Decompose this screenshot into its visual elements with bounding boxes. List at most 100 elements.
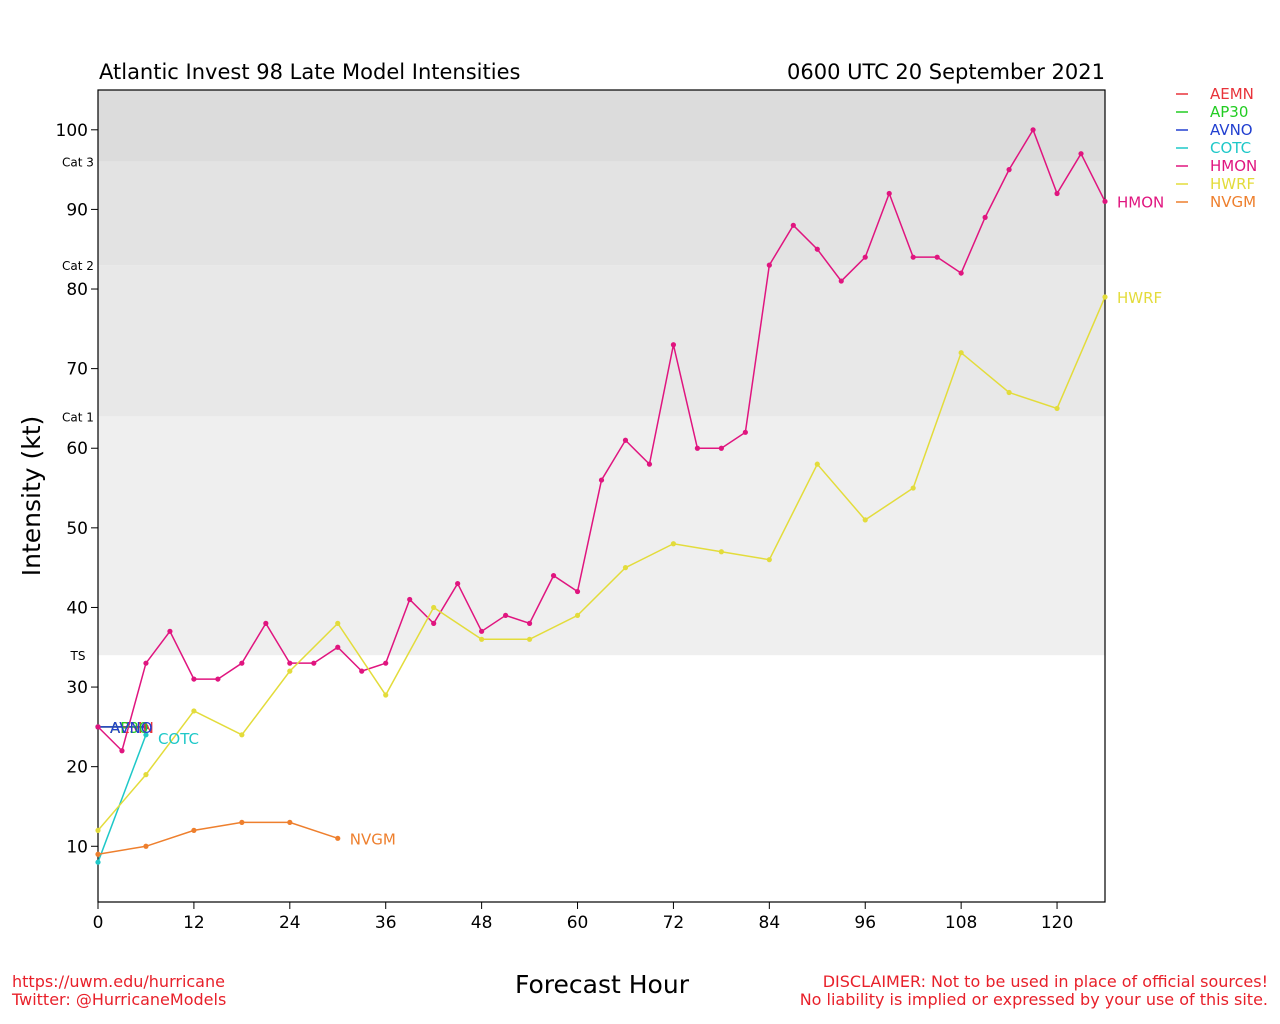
data-point-cotc [143, 732, 149, 738]
data-point-hwrf [287, 668, 293, 674]
data-point-nvgm [239, 819, 245, 825]
data-point-hmon [598, 477, 605, 483]
data-point-hmon [790, 222, 796, 228]
data-point-hwrf [479, 636, 485, 642]
y-tick-label: 20 [66, 758, 88, 778]
y-tick-label: 100 [56, 121, 88, 141]
x-tick-label: 0 [93, 913, 104, 933]
data-point-hmon [526, 620, 533, 626]
data-point-hmon [934, 254, 940, 260]
series-line-hwrf [97, 296, 1106, 831]
data-point-hmon [191, 676, 197, 682]
y-tick-label: 80 [66, 280, 88, 300]
legend-entry-nvgm: NVGM [1210, 193, 1256, 211]
data-point-hmon [1006, 167, 1012, 173]
data-point-hmon [431, 620, 437, 626]
x-tick-label: 96 [854, 913, 876, 933]
data-point-nvgm [287, 819, 293, 825]
data-point-hwrf [239, 732, 245, 738]
data-point-hmon [1030, 127, 1036, 133]
data-point-nvgm [335, 835, 341, 841]
data-point-hmon [862, 254, 868, 260]
data-point-hwrf [1102, 294, 1108, 300]
data-point-hwrf [383, 692, 389, 698]
chart-subtitle: 0600 UTC 20 September 2021 [787, 60, 1105, 84]
data-point-hwrf [622, 565, 629, 571]
data-point-hmon [239, 660, 245, 666]
series-end-label-aemn: AEMN [110, 719, 154, 737]
category-band-cat-3 [98, 90, 1105, 162]
legend-entry-hmon: HMON [1210, 157, 1257, 175]
data-point-hmon [311, 660, 317, 666]
data-point-hmon [1054, 190, 1060, 197]
data-point-hmon [766, 262, 772, 268]
y-axis-label: Intensity (kt) [17, 416, 46, 577]
data-point-hwrf [526, 636, 533, 642]
footer-disclaimer: DISCLAIMER: Not to be used in place of o… [800, 973, 1268, 1009]
data-point-hmon [455, 580, 461, 587]
data-point-hmon [646, 461, 653, 467]
data-point-nvgm [191, 827, 197, 833]
data-point-hmon [407, 596, 413, 603]
x-tick-label: 108 [945, 913, 977, 933]
legend-entry-ap30: AP30 [1210, 103, 1248, 121]
legend-entry-cotc: COTC [1210, 139, 1251, 157]
legend-entry-hwrf: HWRF [1210, 175, 1255, 193]
y-tick-label: 10 [66, 837, 88, 857]
data-point-hmon [958, 270, 964, 276]
y-tick-label: 40 [66, 598, 88, 618]
data-point-hmon [718, 445, 724, 451]
data-point-hmon [119, 748, 125, 754]
series-line-cotc [97, 734, 147, 863]
data-point-hwrf [1054, 405, 1060, 412]
data-point-hwrf [670, 541, 677, 547]
x-tick-label: 72 [663, 913, 685, 933]
chart-title: Atlantic Invest 98 Late Model Intensitie… [99, 60, 520, 84]
data-point-nvgm [95, 851, 101, 857]
data-point-hmon [694, 445, 701, 451]
category-label-cat-3: Cat 3 [62, 156, 94, 170]
data-point-hwrf [143, 772, 149, 778]
data-point-hmon [910, 254, 916, 260]
category-band-ts [98, 416, 1105, 656]
data-point-hmon [838, 278, 844, 284]
data-point-hmon [479, 628, 485, 634]
x-tick-label: 24 [279, 913, 301, 933]
x-tick-label: 60 [567, 913, 589, 933]
category-label-ts: TS [70, 649, 86, 663]
legend-entry-avno: AVNO [1210, 121, 1253, 139]
data-point-hmon [670, 342, 677, 348]
footer-twitter[interactable]: Twitter: @HurricaneModels [12, 990, 227, 1009]
data-point-hwrf [191, 708, 197, 714]
data-point-hmon [215, 676, 221, 682]
data-point-hmon [1078, 151, 1084, 157]
plot-frame [97, 89, 1106, 903]
data-point-hwrf [1006, 389, 1012, 396]
x-tick-label: 84 [759, 913, 781, 933]
footer-url[interactable]: https://uwm.edu/hurricane [12, 972, 225, 991]
data-point-hmon [143, 660, 149, 666]
data-point-hmon [359, 668, 365, 674]
series-end-label-hwrf: HWRF [1117, 289, 1162, 307]
data-point-hmon [287, 660, 293, 666]
series-end-label-avno: AVNO [110, 719, 153, 737]
legend-entry-aemn: AEMN [1210, 85, 1254, 103]
data-point-hwrf [862, 517, 868, 523]
category-band-cat-1 [98, 265, 1105, 417]
y-tick-label: 50 [66, 519, 88, 539]
data-point-hmon [263, 620, 269, 626]
data-point-hmon [622, 437, 629, 443]
data-point-hwrf [910, 485, 916, 491]
series-end-label-hmon: HMON [1117, 193, 1164, 211]
data-point-hmon [502, 612, 509, 619]
category-label-cat-1: Cat 1 [62, 410, 94, 424]
category-label-cat-2: Cat 2 [62, 259, 94, 273]
footer-credits: https://uwm.edu/hurricane Twitter: @Hurr… [12, 973, 226, 1009]
x-axis-label: Forecast Hour [515, 970, 689, 999]
data-point-nvgm [143, 843, 149, 849]
data-point-avno [143, 724, 149, 730]
data-point-hmon [335, 644, 341, 650]
x-tick-label: 48 [471, 913, 493, 933]
x-tick-label: 12 [183, 913, 205, 933]
data-point-hwrf [958, 350, 964, 356]
